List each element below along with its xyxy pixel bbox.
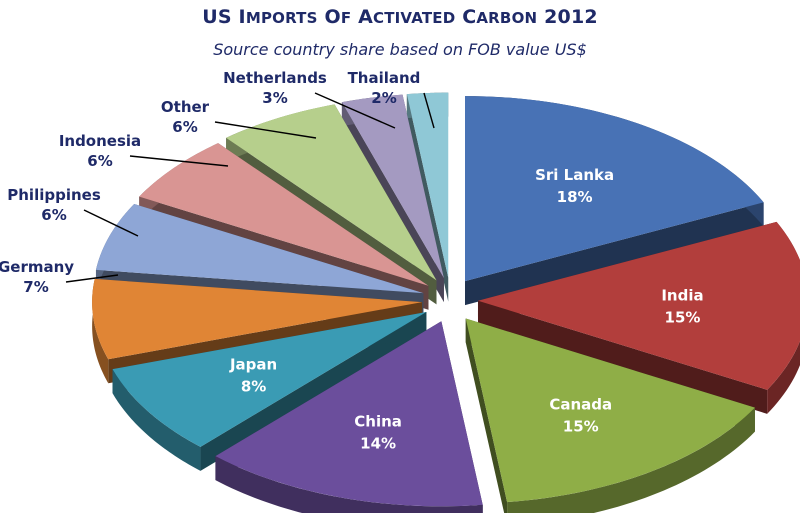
pie-slice-china bbox=[215, 321, 483, 513]
leader-line bbox=[423, 92, 435, 129]
slice-side-wall bbox=[477, 300, 768, 414]
slice-side-wall bbox=[465, 202, 764, 306]
title-word: US bbox=[202, 6, 232, 28]
slice-side-wall bbox=[200, 312, 427, 471]
slice-label-name: Canada bbox=[549, 395, 612, 413]
slice-top bbox=[226, 104, 437, 281]
slice-label-value: 18% bbox=[557, 188, 593, 206]
chart-subtitle: Source country share based on FOB value … bbox=[213, 40, 587, 59]
title-word: OF bbox=[324, 6, 352, 28]
slice-top bbox=[215, 321, 483, 507]
slice-label-name: Japan bbox=[229, 355, 277, 373]
slice-side-wall bbox=[406, 94, 449, 302]
slice-top bbox=[465, 96, 764, 282]
slice-label-name: China bbox=[354, 412, 402, 430]
pie-slice-canada bbox=[465, 318, 755, 513]
leader-line bbox=[83, 209, 139, 237]
slice-outer-wall bbox=[507, 407, 755, 513]
slice-top bbox=[92, 278, 423, 360]
pie-slice-japan bbox=[112, 312, 427, 471]
slice-outer-wall bbox=[92, 278, 109, 384]
title-word: IMPORTS bbox=[238, 6, 318, 28]
slice-outer-wall bbox=[112, 369, 201, 471]
slice-top bbox=[112, 312, 427, 447]
slice-label-value: 6% bbox=[41, 206, 66, 224]
pie-slice-sri-lanka bbox=[465, 96, 764, 306]
slice-label-name: Indonesia bbox=[59, 132, 141, 150]
slice-top bbox=[95, 203, 424, 294]
slice-label-value: 6% bbox=[87, 152, 112, 170]
slice-top bbox=[477, 221, 800, 390]
title-word: CARBON bbox=[462, 6, 538, 28]
leader-line bbox=[65, 274, 119, 283]
slice-top bbox=[139, 143, 429, 286]
slice-label-value: 15% bbox=[665, 308, 701, 326]
slice-top bbox=[341, 94, 444, 279]
slice-label-name: Germany bbox=[0, 258, 74, 276]
slice-label-value: 8% bbox=[241, 377, 266, 395]
chart-title-text: US IMPORTS OF ACTIVATED CARBON 2012 bbox=[202, 6, 598, 28]
slice-label-name: India bbox=[661, 286, 703, 304]
slice-label-value: 6% bbox=[172, 118, 197, 136]
slice-label-value: 15% bbox=[563, 417, 599, 435]
title-word: 2012 bbox=[544, 6, 598, 28]
leader-line bbox=[129, 155, 229, 167]
slice-label-name: Sri Lanka bbox=[535, 166, 614, 184]
slice-outer-wall bbox=[767, 221, 800, 414]
chart-title: US IMPORTS OF ACTIVATED CARBON 2012 bbox=[0, 6, 800, 28]
slice-label-value: 7% bbox=[23, 278, 48, 296]
pie-slice-india bbox=[477, 221, 800, 414]
slice-side-wall bbox=[465, 318, 508, 513]
leader-line bbox=[314, 92, 396, 129]
slice-outer-wall bbox=[215, 456, 483, 513]
slice-label-name: Netherlands bbox=[223, 69, 327, 87]
slice-top bbox=[406, 92, 449, 278]
slice-label-name: Thailand bbox=[348, 69, 421, 87]
pie-slice-thailand bbox=[406, 92, 449, 302]
slice-top bbox=[465, 318, 755, 503]
title-word: ACTIVATED bbox=[358, 6, 456, 28]
slice-label-value: 14% bbox=[360, 434, 396, 452]
slice-label-value: 2% bbox=[371, 89, 396, 107]
leader-line bbox=[214, 121, 317, 139]
slice-label-name: Other bbox=[161, 98, 210, 116]
slice-label-value: 3% bbox=[262, 89, 287, 107]
slice-label-name: Philippines bbox=[7, 186, 101, 204]
